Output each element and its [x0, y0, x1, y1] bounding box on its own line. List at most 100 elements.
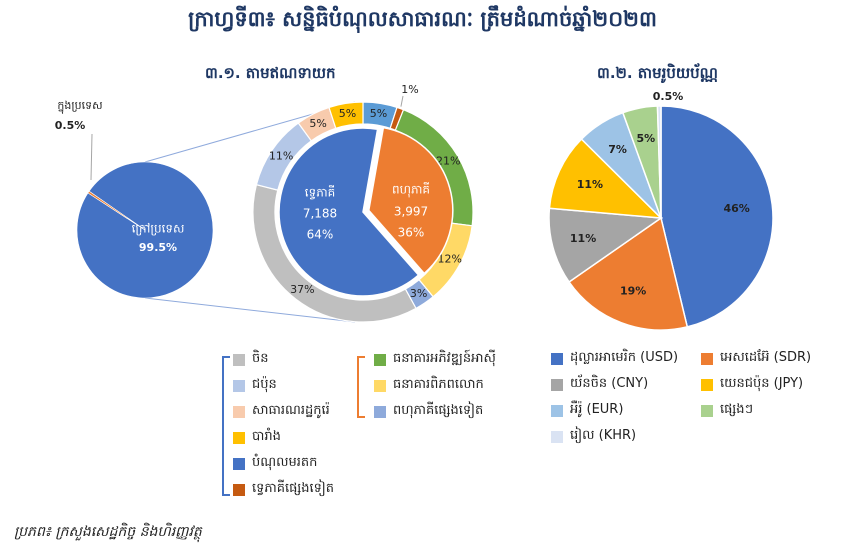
legend-creditor-0-swatch: [233, 353, 245, 366]
outer-label-7: 5%: [309, 117, 326, 130]
legend-bracket-bilateral: [222, 356, 224, 494]
legend-currency-0-text: ដុល្លារអាមេរិក (USD): [570, 350, 679, 365]
legend-creditor-2-swatch: [233, 405, 245, 418]
legend-creditor-5-swatch: [233, 483, 245, 496]
external-domestic-pie: ក្រៅប្រទេស 99.5% ក្នុងប្រទេស 0.5%: [55, 99, 214, 299]
currency-slice-1: [568, 216, 689, 331]
legend-currency-1-swatch: [701, 352, 713, 365]
inner-label-multilateral-percent: 36%: [398, 226, 425, 240]
legend-creditor-m-1-swatch: [374, 379, 386, 392]
legend-creditor-m-0-text: ធនាគារអភិវឌ្ឍន៍អាស៊ី: [393, 351, 496, 366]
inner-slice-multilateral: [367, 126, 454, 275]
legend-currency-4-swatch: [551, 404, 563, 417]
connector-bottom: [144, 297, 356, 323]
leader-1pct: [400, 95, 404, 107]
currency-slice-3: [548, 138, 663, 219]
legend-currency-6: រៀល (KHR): [551, 427, 636, 446]
legend-creditor-1: ជប៉ុន: [233, 376, 277, 395]
outer-label-5: 37%: [290, 283, 314, 296]
outer-label-4: 3%: [410, 287, 427, 300]
outer-label-6: 11%: [269, 149, 293, 162]
label-external-percent: 99.5%: [139, 241, 177, 254]
legend-currency-5-swatch: [701, 404, 713, 417]
legend-bracket-multilateral-tick-0: [357, 356, 365, 358]
legend-currency-4-text: អឺរ៉ូ (EUR): [570, 402, 624, 417]
legend-currency-6-swatch: [551, 430, 563, 443]
legend-currency-5: ផ្សេងៗ: [701, 401, 753, 420]
legend-creditor-2-text: សាធារណរដ្ឋកូរ៉េ: [252, 403, 330, 418]
legend-currency-3-swatch: [701, 378, 713, 391]
currency-slice-0: [660, 105, 774, 328]
outer-label-8: 5%: [339, 107, 356, 120]
legend-currency-0-swatch: [551, 352, 563, 365]
inner-label-bilateral-percent: 64%: [307, 228, 334, 242]
legend-creditor-5-text: ទ្វេភាគីផ្សេងទៀត: [252, 481, 335, 496]
legend-currency-6-text: រៀល (KHR): [570, 428, 637, 443]
currency-label-4: 7%: [608, 143, 627, 156]
inner-label-bilateral-name: ទ្វេភាគី: [305, 185, 335, 200]
currency-label-5: 5%: [636, 132, 655, 145]
legend-creditor-m-2: ពហុភាគីផ្សេងទៀត: [374, 402, 483, 421]
legend-currency-0: ដុល្លារអាមេរិក (USD): [551, 349, 678, 368]
legend-currency-2-swatch: [551, 378, 563, 391]
legend-creditor-m-2-text: ពហុភាគីផ្សេងទៀត: [393, 403, 484, 418]
legend-bracket-bilateral-tick-0: [222, 356, 230, 358]
legend-creditor-5: ទ្វេភាគីផ្សេងទៀត: [233, 480, 334, 499]
legend-currency-2: យ័នចិន (CNY): [551, 375, 648, 394]
label-external-name: ក្រៅប្រទេស: [132, 222, 185, 236]
legend-currency-3-text: យេនជប៉ុន (JPY): [720, 376, 804, 391]
creditor-donut-chart: 5% 1% 21% 12% 3% 37% 11% 5% 5% ទ្វេភាគី 7,188 64% ពហ…: [252, 83, 474, 323]
subtitle-by-currency: ៣.២. តាមរូបិយប័ណ្ណ: [597, 64, 718, 82]
outer-label-2: 21%: [436, 155, 460, 168]
outer-label-1: 1%: [401, 83, 418, 96]
subtitle-by-creditor: ៣.១. តាមឥណទាយក: [205, 64, 336, 82]
currency-slice-6: [656, 105, 662, 219]
source-note: ប្រភព៖ ក្រសួងសេដ្ឋកិច្ច និងហិរញ្ញវត្ថុ: [14, 524, 202, 540]
legend-currency-4: អឺរ៉ូ (EUR): [551, 401, 623, 420]
legend-creditor-1-text: ជប៉ុន: [252, 377, 277, 392]
legend-bracket-multilateral: [357, 356, 359, 416]
main-title: ក្រាហ្វទី៣៖ សន្និធិបំណុលសាធារណៈ ត្រឹមដំណ…: [188, 7, 657, 31]
legend-currency-2-text: យ័នចិន (CNY): [570, 376, 649, 391]
legend-currency-1: អេសដេអ៊ែ (SDR): [701, 349, 811, 368]
currency-label-1: 19%: [620, 284, 646, 297]
legend-bracket-bilateral-tick-1: [222, 494, 230, 496]
currency-pie-chart: 46% 19% 11% 11% 7% 5% 0.5%: [548, 90, 774, 331]
legend-creditor-1-swatch: [233, 379, 245, 392]
inner-label-bilateral-value: 7,188: [303, 207, 337, 221]
legend-creditor-m-1-text: ធនាគារពិភពលោក: [393, 377, 484, 392]
outer-slice-8: [328, 101, 364, 130]
legend-creditor-m-0: ធនាគារអភិវឌ្ឍន៍អាស៊ី: [374, 350, 496, 369]
legend-bracket-multilateral-tick-1: [357, 416, 365, 418]
label-domestic-percent: 0.5%: [55, 119, 86, 132]
legend-creditor-4-swatch: [233, 457, 245, 470]
inner-label-multilateral-name: ពហុភាគី: [392, 182, 430, 198]
legend-creditor-m-0-swatch: [374, 353, 386, 366]
slice-external: [76, 161, 214, 299]
legend-creditor-0-text: ចិន: [252, 351, 269, 366]
currency-slice-2: [548, 207, 664, 284]
currency-label-6: 0.5%: [653, 90, 684, 103]
leader-domestic: [90, 133, 93, 181]
currency-label-0: 46%: [723, 202, 749, 215]
label-domestic-name: ក្នុងប្រទេស: [57, 99, 102, 114]
outer-label-0: 5%: [370, 107, 387, 120]
legend-currency-3: យេនជប៉ុន (JPY): [701, 375, 803, 394]
legend-creditor-3: បារាំង: [233, 428, 281, 447]
slice-domestic: [87, 190, 146, 231]
legend-creditor-m-2-swatch: [374, 405, 386, 418]
inner-slice-bilateral: [278, 127, 420, 297]
inner-label-multilateral-value: 3,997: [394, 205, 428, 219]
legend-creditor-3-text: បារាំង: [252, 429, 281, 444]
currency-label-2: 11%: [570, 232, 596, 245]
legend-creditor-4: បំណុលមរតក: [233, 454, 317, 473]
legend-creditor-4-text: បំណុលមរតក: [252, 455, 318, 470]
legend-creditor-0: ចិន: [233, 350, 269, 369]
outer-label-3: 12%: [438, 253, 462, 266]
legend-creditor-2: សាធារណរដ្ឋកូរ៉េ: [233, 402, 330, 421]
legend-currency-5-text: ផ្សេងៗ: [720, 402, 754, 417]
legend-creditor-m-1: ធនាគារពិភពលោក: [374, 376, 484, 395]
legend-creditor-3-swatch: [233, 431, 245, 444]
legend-currency-1-text: អេសដេអ៊ែ (SDR): [720, 350, 812, 365]
